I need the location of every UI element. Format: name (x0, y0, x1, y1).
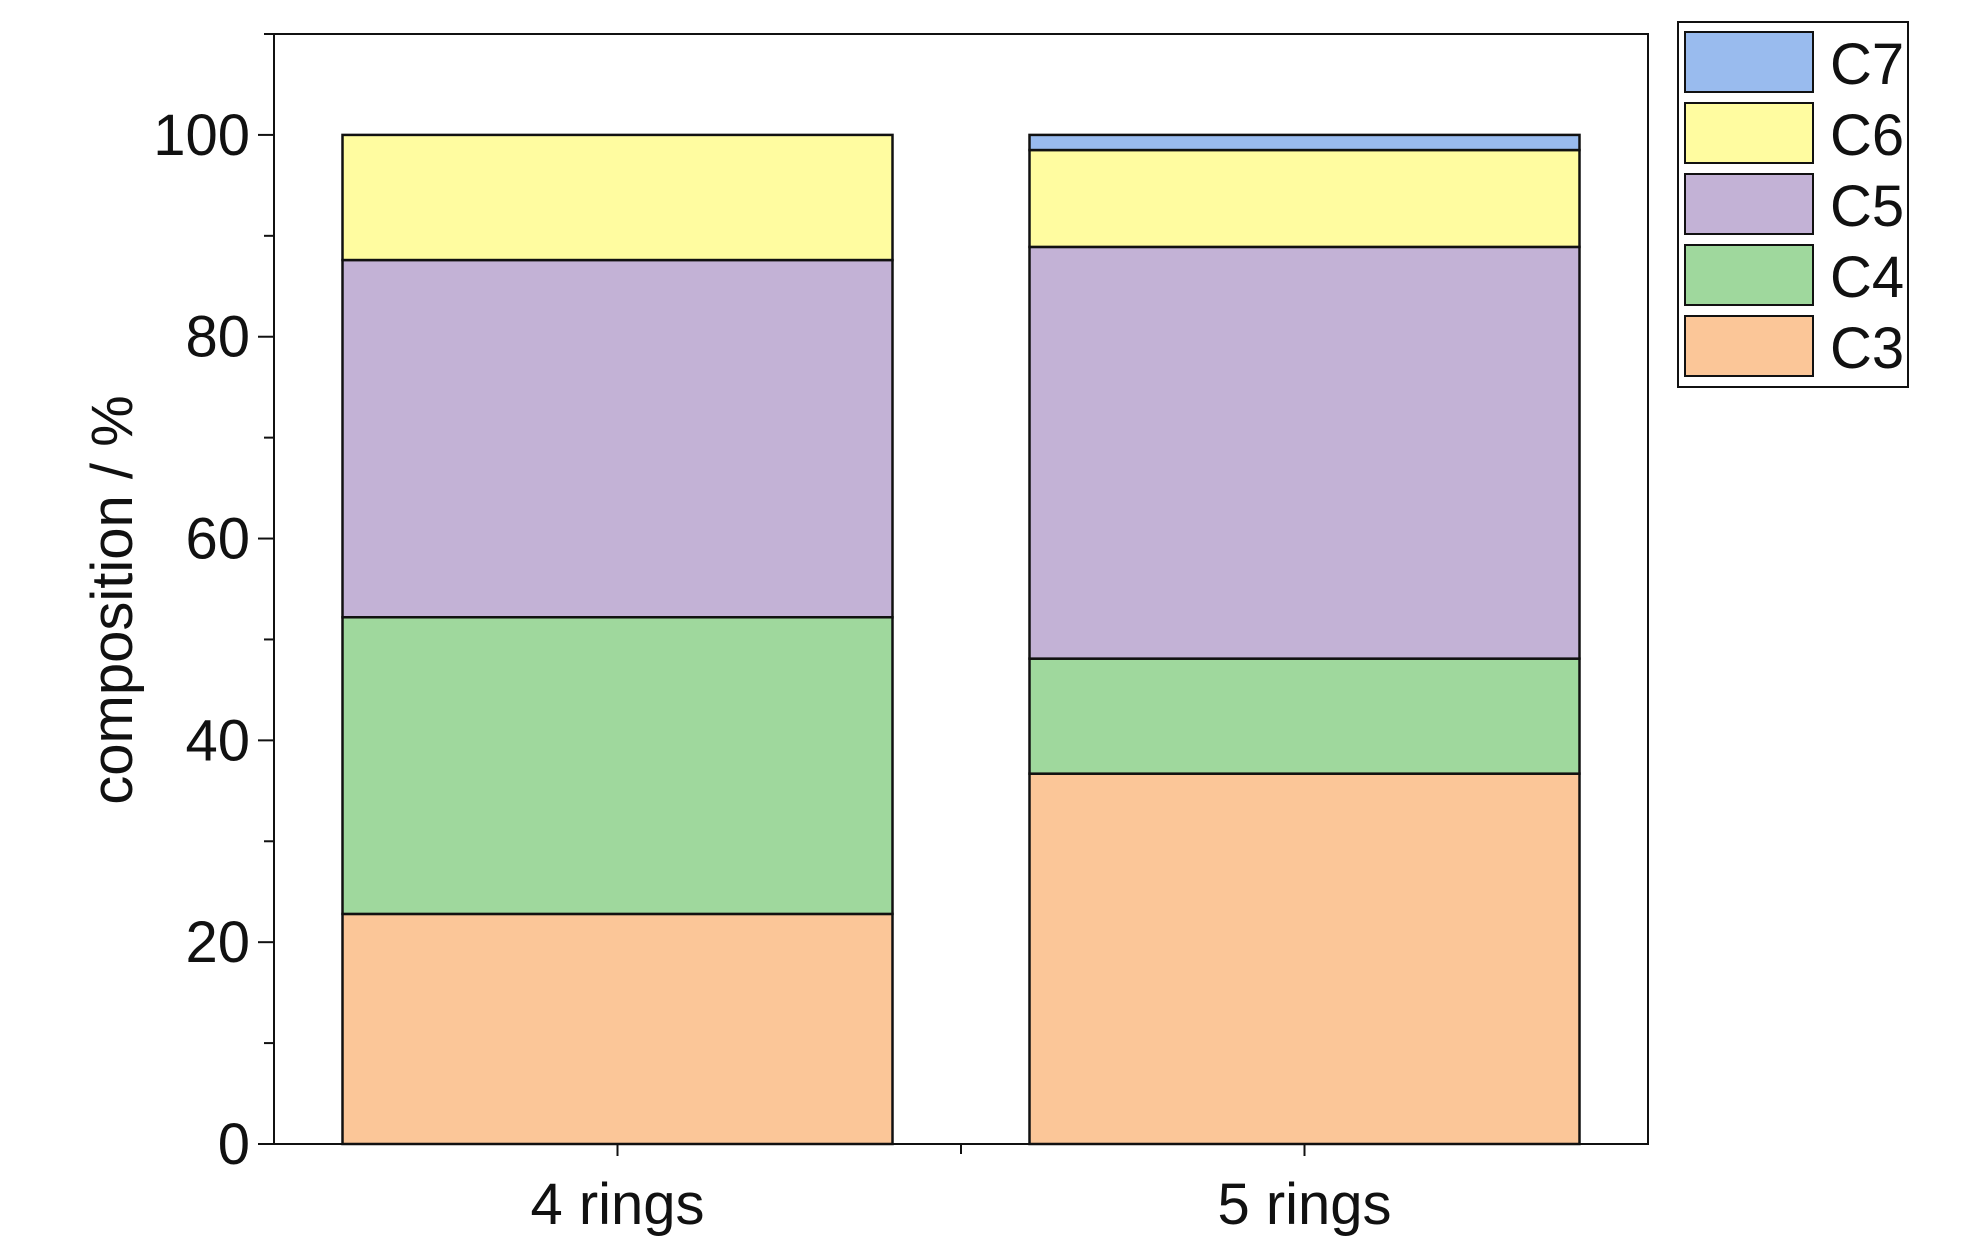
legend-swatch-c6 (1684, 102, 1814, 164)
y-tick-label-60: 60 (185, 507, 250, 572)
y-tick-label-80: 80 (185, 305, 250, 370)
bar-segment-5-rings-c6 (1028, 148, 1581, 249)
y-axis-title: composition / % (80, 395, 145, 804)
legend-label-c3: C3 (1830, 316, 1904, 381)
legend-label-c4: C4 (1830, 245, 1904, 310)
legend-label-c6: C6 (1830, 103, 1904, 168)
bar-segment-4-rings-c4 (341, 616, 894, 916)
y-tick-label-0: 0 (218, 1112, 250, 1177)
legend-swatch-c3 (1684, 315, 1814, 377)
bar-segment-4-rings-c3 (341, 912, 894, 1146)
legend-swatch-c7 (1684, 31, 1814, 93)
bar-segment-4-rings-c6 (341, 133, 894, 262)
bar-segment-5-rings-c7 (1028, 133, 1581, 152)
legend-swatch-c4 (1684, 244, 1814, 306)
bar-segment-5-rings-c4 (1028, 657, 1581, 775)
y-tick-label-20: 20 (185, 910, 250, 975)
axes-layer: 4 rings 5 rings 0 20 40 60 80 100 (153, 33, 1392, 1237)
legend-swatch-c5 (1684, 173, 1814, 235)
legend-label-c7: C7 (1830, 32, 1904, 97)
bars-layer (341, 133, 1581, 1146)
bar-segment-5-rings-c3 (1028, 772, 1581, 1146)
x-tick-label-5-rings: 5 rings (1217, 1172, 1391, 1237)
bar-segment-4-rings-c5 (341, 258, 894, 619)
y-tick-label-100: 100 (153, 103, 250, 168)
legend-label-c5: C5 (1830, 174, 1904, 239)
y-tick-label-40: 40 (185, 708, 250, 773)
x-tick-label-4-rings: 4 rings (530, 1172, 704, 1237)
bar-segment-5-rings-c5 (1028, 245, 1581, 660)
